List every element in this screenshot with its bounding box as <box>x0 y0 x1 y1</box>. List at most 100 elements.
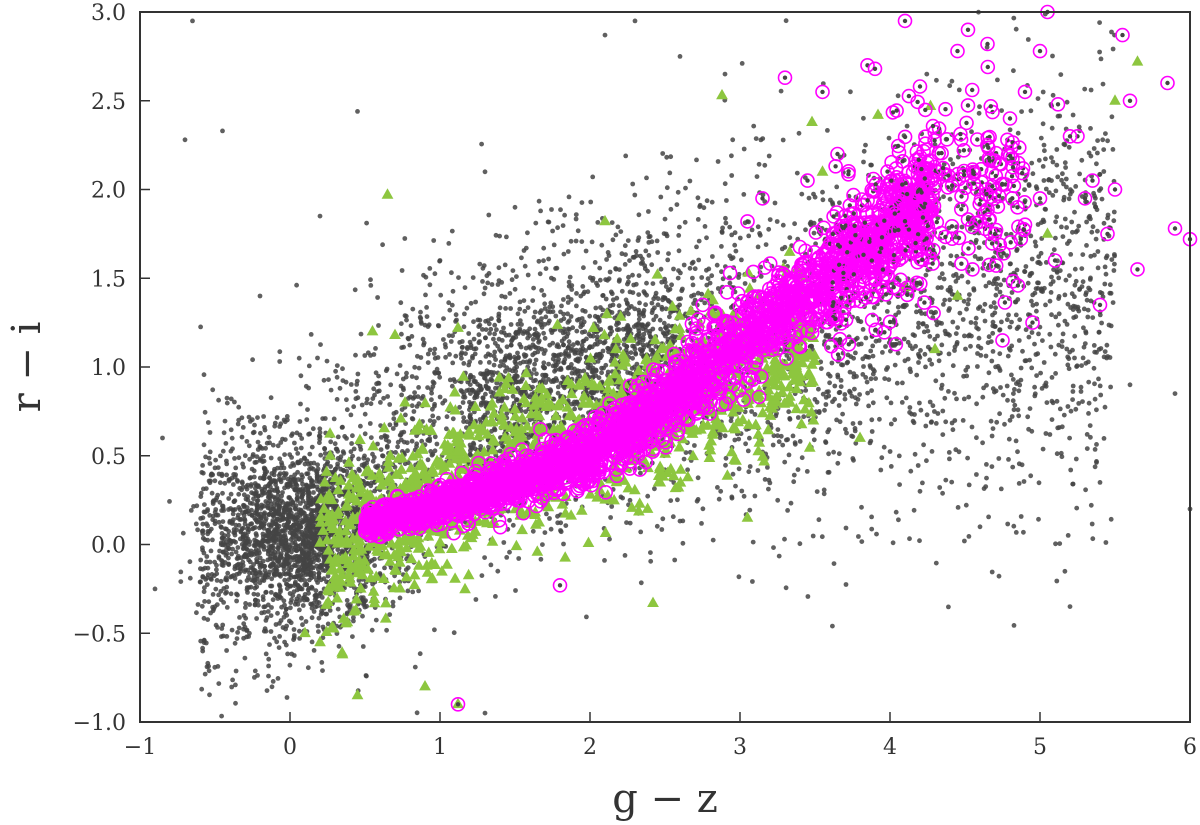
star-point <box>795 467 801 472</box>
star-point <box>1014 248 1020 254</box>
star-point <box>555 225 560 231</box>
star-point <box>348 382 354 387</box>
star-point <box>644 280 649 286</box>
star-point <box>220 448 226 454</box>
star-point <box>855 316 860 321</box>
star-point <box>1081 306 1087 312</box>
star-point <box>1108 384 1113 390</box>
star-point <box>202 599 208 604</box>
star-point <box>994 419 1000 425</box>
star-point <box>929 449 935 454</box>
star-point <box>946 389 951 394</box>
star-point <box>341 468 346 473</box>
star-point <box>482 555 487 560</box>
star-point <box>566 279 572 285</box>
star-point <box>965 455 970 461</box>
star-point <box>1102 349 1108 354</box>
star-point <box>783 585 789 591</box>
star-point <box>416 365 422 371</box>
star-point <box>230 677 236 683</box>
star-point <box>1049 274 1054 280</box>
star-point <box>881 444 887 450</box>
star-point <box>235 630 241 635</box>
star-point <box>896 517 901 523</box>
star-point <box>265 609 271 614</box>
star-point <box>1110 147 1116 152</box>
star-point <box>847 388 852 394</box>
star-point <box>207 692 212 698</box>
star-point <box>739 488 745 494</box>
star-point <box>832 383 838 389</box>
star-point <box>886 135 892 141</box>
star-point <box>456 275 461 280</box>
star-point <box>1072 355 1077 361</box>
star-point <box>210 517 216 523</box>
star-point <box>232 507 238 512</box>
star-point <box>525 305 531 310</box>
star-point <box>305 407 310 412</box>
star-point <box>901 336 907 342</box>
star-point <box>252 515 258 521</box>
star-point <box>378 435 384 440</box>
star-point <box>949 78 955 84</box>
star-point <box>821 487 827 493</box>
star-point <box>604 257 609 262</box>
star-point <box>1035 351 1041 357</box>
star-point <box>907 536 912 542</box>
star-point <box>1028 233 1034 239</box>
star-point <box>1101 147 1107 153</box>
star-point <box>424 314 430 319</box>
star-point <box>567 274 573 280</box>
star-point <box>976 335 982 341</box>
star-point <box>1072 282 1078 288</box>
star-point <box>649 352 655 357</box>
star-point <box>383 437 389 443</box>
star-point <box>200 463 206 468</box>
star-point <box>1050 193 1056 198</box>
star-point <box>851 374 857 380</box>
star-point <box>741 146 747 152</box>
star-point <box>937 275 943 281</box>
star-point <box>947 83 953 89</box>
star-point <box>607 536 612 542</box>
star-point <box>613 266 618 271</box>
star-point <box>1015 130 1021 136</box>
star-point <box>416 385 421 390</box>
star-point <box>223 441 229 446</box>
star-point <box>603 296 609 302</box>
star-point <box>1088 275 1093 281</box>
star-point <box>865 390 870 396</box>
star-point <box>649 239 655 245</box>
star-point <box>990 349 996 354</box>
star-point <box>393 450 398 455</box>
star-point <box>870 343 876 349</box>
star-point <box>213 457 219 463</box>
star-point <box>1085 359 1091 365</box>
star-point <box>1051 247 1057 253</box>
star-point <box>323 611 329 617</box>
star-point <box>257 444 263 449</box>
star-point <box>205 617 211 622</box>
star-point <box>814 399 820 405</box>
star-point <box>947 306 952 311</box>
star-point <box>1027 406 1033 411</box>
star-point <box>384 444 390 450</box>
star-point <box>538 556 544 562</box>
star-point <box>1070 347 1075 353</box>
star-point <box>236 404 242 410</box>
star-point <box>573 238 579 244</box>
star-point <box>537 271 543 277</box>
star-point <box>658 194 664 200</box>
star-point <box>1011 523 1017 529</box>
star-point <box>689 260 695 266</box>
star-point <box>1038 135 1044 141</box>
star-point <box>420 336 426 342</box>
star-point <box>1076 223 1082 229</box>
star-point <box>739 61 745 66</box>
star-point <box>551 242 557 248</box>
star-point <box>574 291 579 296</box>
star-point <box>775 427 781 432</box>
star-point <box>229 551 235 557</box>
star-point <box>1070 112 1076 118</box>
star-point <box>296 593 302 599</box>
